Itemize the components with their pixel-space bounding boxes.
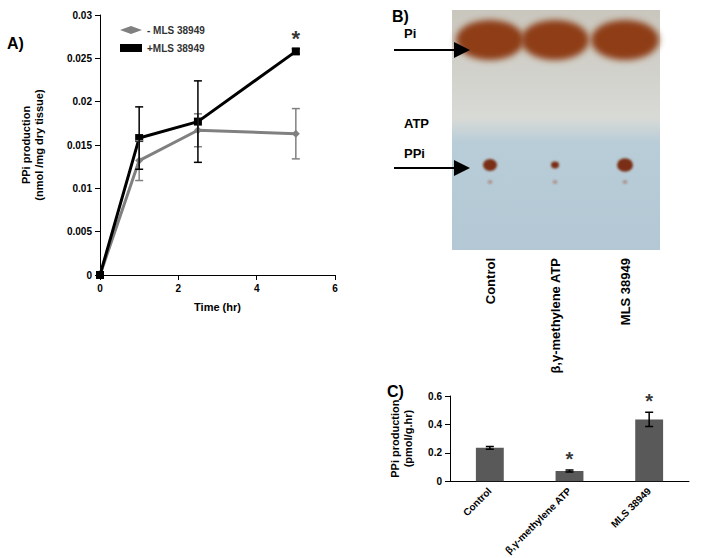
- svg-text:0.2: 0.2: [428, 447, 442, 458]
- svg-text:- MLS 38949: - MLS 38949: [147, 25, 205, 36]
- svg-text:0.4: 0.4: [428, 419, 442, 430]
- svg-text:+MLS 38949: +MLS 38949: [147, 43, 205, 54]
- svg-text:Control: Control: [483, 258, 498, 304]
- svg-text:0.01: 0.01: [73, 183, 93, 194]
- svg-text:Time (hr): Time (hr): [194, 301, 241, 313]
- svg-text:0.03: 0.03: [73, 10, 93, 21]
- svg-text:6: 6: [332, 283, 338, 294]
- svg-text:β,γ-methylene ATP: β,γ-methylene ATP: [548, 258, 563, 374]
- svg-text:*: *: [292, 26, 301, 51]
- svg-text:Control: Control: [461, 485, 494, 518]
- svg-text:C): C): [387, 383, 404, 400]
- svg-text:0: 0: [436, 476, 442, 487]
- svg-text:PPi: PPi: [404, 146, 425, 161]
- svg-text:4: 4: [254, 283, 260, 294]
- svg-text:0.6: 0.6: [428, 391, 442, 402]
- svg-text:A): A): [7, 35, 24, 52]
- svg-text:0: 0: [86, 270, 92, 281]
- svg-text:(pmol/g.hr): (pmol/g.hr): [402, 410, 414, 468]
- svg-text:MLS 38949: MLS 38949: [618, 258, 633, 325]
- svg-text:Pi: Pi: [404, 26, 416, 41]
- svg-text:*: *: [645, 390, 653, 412]
- svg-text:(nmol /mg dry tissue): (nmol /mg dry tissue): [33, 89, 45, 201]
- svg-text:0.02: 0.02: [73, 96, 93, 107]
- svg-text:0.015: 0.015: [67, 140, 92, 151]
- svg-text:0: 0: [97, 283, 103, 294]
- svg-text:2: 2: [176, 283, 182, 294]
- svg-text:ATP: ATP: [404, 116, 429, 131]
- svg-text:MLS 38949: MLS 38949: [609, 485, 654, 530]
- svg-text:β,γ-methylene ATP: β,γ-methylene ATP: [503, 485, 574, 556]
- svg-text:B): B): [392, 8, 409, 25]
- svg-text:PPi production: PPi production: [20, 106, 32, 185]
- svg-text:0.005: 0.005: [67, 226, 92, 237]
- svg-text:PPi production: PPi production: [389, 399, 401, 478]
- svg-text:*: *: [566, 448, 574, 470]
- svg-text:0.025: 0.025: [67, 53, 92, 64]
